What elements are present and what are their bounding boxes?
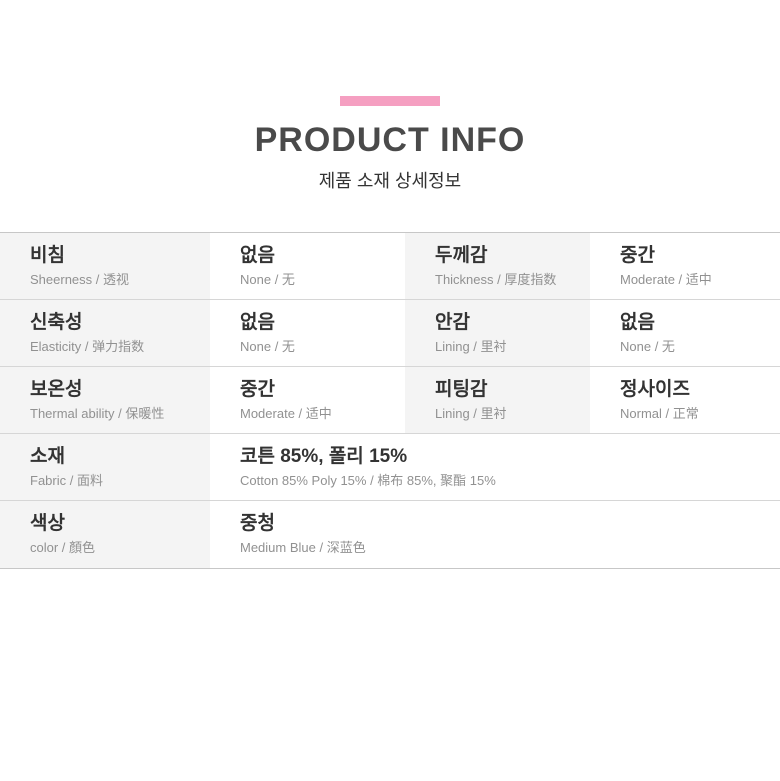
spec-label-main: 색상 [30,513,65,535]
spec-value-main: 없음 [620,311,655,333]
spec-value-sub: Moderate / 适中 [620,271,712,287]
spec-value-elasticity: 없음 None / 无 [210,299,405,367]
spec-label-sub: color / 顏色 [30,540,96,556]
spec-label-thermal: 보온성 Thermal ability / 保暖性 [0,366,210,434]
spec-value-thickness: 중간 Moderate / 适中 [590,232,780,300]
spec-value-fit: 정사이즈 Normal / 正常 [590,366,780,434]
spec-label-sub: Thickness / 厚度指数 [435,271,557,287]
accent-bar [340,96,440,106]
spec-label-sub: Thermal ability / 保暖性 [30,405,165,421]
spec-value-main: 코튼 85%, 폴리 15% [240,445,408,467]
spec-value-sub: Moderate / 适中 [240,405,332,421]
spec-label-main: 안감 [435,311,470,333]
spec-value-fabric: 코튼 85%, 폴리 15% Cotton 85% Poly 15% / 棉布 … [210,433,780,501]
spec-value-main: 중청 [240,513,275,535]
spec-label-sub: Fabric / 面料 [30,472,103,488]
page-subtitle: 제품 소재 상세정보 [318,171,462,192]
spec-value-lining: 없음 None / 无 [590,299,780,367]
spec-label-sub: Sheerness / 透视 [30,271,129,287]
spec-label-sub: Lining / 里衬 [435,405,507,421]
spec-value-sub: None / 无 [240,338,295,354]
spec-label-elasticity: 신축성 Elasticity / 弹力指数 [0,299,210,367]
spec-label-main: 신축성 [30,311,83,333]
spec-label-main: 두께감 [435,244,488,266]
spec-label-sub: Lining / 里衬 [435,338,507,354]
spec-value-color: 중청 Medium Blue / 深蓝色 [210,500,780,568]
spec-value-sheerness: 없음 None / 无 [210,232,405,300]
spec-value-main: 정사이즈 [620,378,690,400]
spec-label-main: 비침 [30,244,65,266]
spec-value-sub: Normal / 正常 [620,405,699,421]
spec-value-main: 없음 [240,244,275,266]
spec-label-main: 보온성 [30,378,83,400]
spec-value-sub: None / 无 [620,338,675,354]
spec-label-thickness: 두께감 Thickness / 厚度指数 [405,232,590,300]
spec-label-fabric: 소재 Fabric / 面料 [0,433,210,501]
spec-value-main: 중간 [240,378,275,400]
spec-label-sub: Elasticity / 弹力指数 [30,338,145,354]
spec-value-sub: Medium Blue / 深蓝色 [240,540,366,556]
product-info-header: PRODUCT INFO 제품 소재 상세정보 [0,96,780,193]
spec-value-sub: None / 无 [240,271,295,287]
spec-label-lining: 안감 Lining / 里衬 [405,299,590,367]
spec-label-color: 색상 color / 顏色 [0,500,210,568]
spec-label-sheerness: 비침 Sheerness / 透视 [0,232,210,300]
spec-label-fit: 피팅감 Lining / 里衬 [405,366,590,434]
page-title: PRODUCT INFO [254,121,526,159]
product-spec-table: 비침 Sheerness / 透视 없음 None / 无 두께감 Thickn… [0,231,780,569]
spec-value-thermal: 중간 Moderate / 适中 [210,366,405,434]
spec-label-main: 피팅감 [435,378,488,400]
spec-value-main: 중간 [620,244,655,266]
spec-value-main: 없음 [240,311,275,333]
spec-value-sub: Cotton 85% Poly 15% / 棉布 85%, 聚酯 15% [240,472,496,488]
spec-label-main: 소재 [30,445,65,467]
